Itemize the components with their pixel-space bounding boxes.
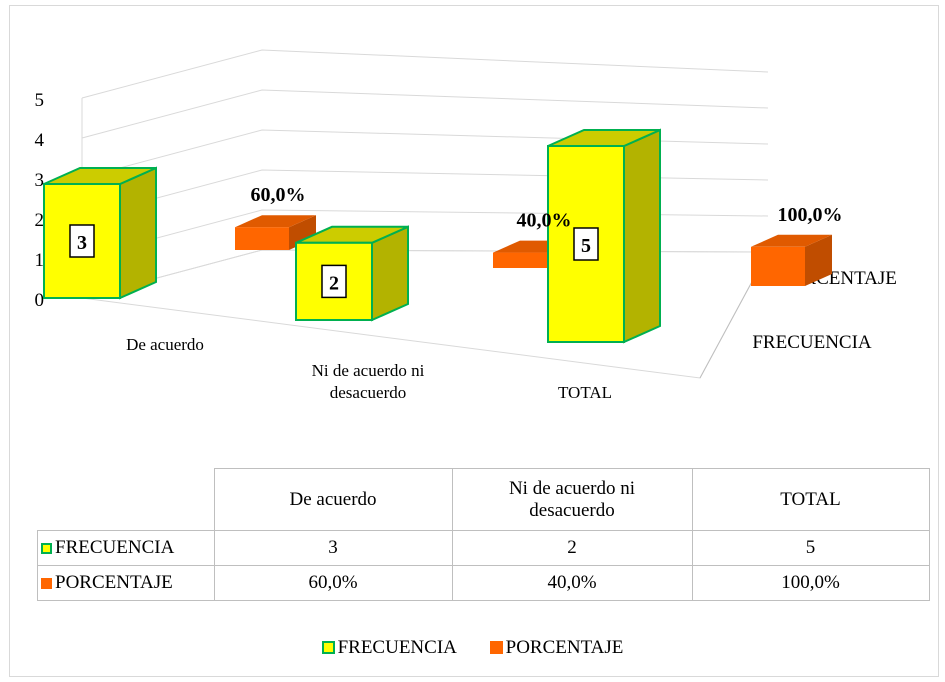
table-row-label-frecuencia: FRECUENCIA [37,530,215,566]
y-tick-label: 4 [35,130,45,151]
bar-frecuencia-side [623,128,661,344]
header-text-line2: desacuerdo [529,499,615,521]
gridline [81,49,769,99]
bar-porcentaje [493,252,547,268]
y-tick-label: 5 [35,90,45,111]
data-label-frecuencia: 2 [329,272,339,294]
legend-swatch-frecuencia [321,641,335,654]
x-category-label: TOTAL [558,383,612,402]
y-tick-label: 2 [35,210,45,231]
legend-key-porcentaje [41,578,52,589]
legend-item-frecuencia: FRECUENCIA [321,637,457,659]
legend-item-porcentaje: PORCENTAJE [489,637,624,659]
bar-porcentaje-top [751,234,832,247]
table-cell: 3 [213,530,453,566]
bar-porcentaje [751,246,805,286]
x-category-label: desacuerdo [330,383,406,402]
gridline [81,249,769,299]
bar-porcentaje-side [289,215,316,250]
gridline [81,129,769,179]
table-cell: 40,0% [451,565,693,601]
table-header-row: De acuerdo Ni de acuerdo ni desacuerdo TO… [37,468,930,531]
bar-porcentaje [235,227,289,250]
y-tick-label: 1 [35,250,45,271]
header-text: De acuerdo [289,488,377,510]
table-row: PORCENTAJE 60,0% 40,0% 100,0% [37,565,930,601]
table-cell: 2 [451,530,693,566]
legend-swatch-porcentaje [489,641,503,654]
row-label-text: FRECUENCIA [55,537,175,558]
table-row-label-porcentaje: PORCENTAJE [37,565,215,601]
data-table: De acuerdo Ni de acuerdo ni desacuerdo TO… [37,468,930,601]
table-header-de-acuerdo: De acuerdo [213,468,453,531]
header-text: TOTAL [780,488,841,510]
y-tick-label: 3 [35,170,45,191]
gridline [81,169,769,219]
legend-label: PORCENTAJE [505,637,624,658]
legend-label: FRECUENCIA [337,637,457,658]
x-category-label: De acuerdo [126,335,204,354]
x-category-label: Ni de acuerdo ni [312,361,425,380]
data-label-porcentaje: 40,0% [517,210,572,232]
data-label-box [321,264,347,299]
floor [81,249,769,379]
chart-legend: FRECUENCIA PORCENTAJE [0,637,945,659]
table-header-total: TOTAL [691,468,930,531]
table-row: FRECUENCIA 3 2 5 [37,530,930,566]
y-tick-label: 0 [35,290,45,311]
table-cell: 100,0% [691,565,930,601]
header-text-line1: Ni de acuerdo ni [508,477,636,499]
table-cell: 5 [691,530,930,566]
legend-key-frecuencia [41,543,52,554]
table-cell: 60,0% [213,565,453,601]
bar-chart-3d: 0 1 2 3 4 5 De acuerdo Ni de acuerdo ni desacuer… [35,49,897,402]
data-label-porcentaje: 100,0% [778,204,843,226]
data-label-frecuencia: 5 [581,235,591,257]
table-corner-cell [37,468,215,531]
bar-frecuencia [547,145,625,343]
depth-axis-label: FRECUENCIA [752,332,872,353]
data-label-frecuencia: 3 [77,232,87,254]
table-header-ni-de-acuerdo: Ni de acuerdo ni desacuerdo [451,468,693,531]
gridline [81,89,769,139]
data-label-box [573,227,599,261]
data-label-porcentaje: 60,0% [251,184,306,206]
row-label-text: PORCENTAJE [55,572,173,593]
bar-porcentaje-top [235,215,316,228]
bar-porcentaje-side [805,234,832,286]
bar-frecuencia-side [119,166,157,300]
data-label-box [69,224,95,258]
